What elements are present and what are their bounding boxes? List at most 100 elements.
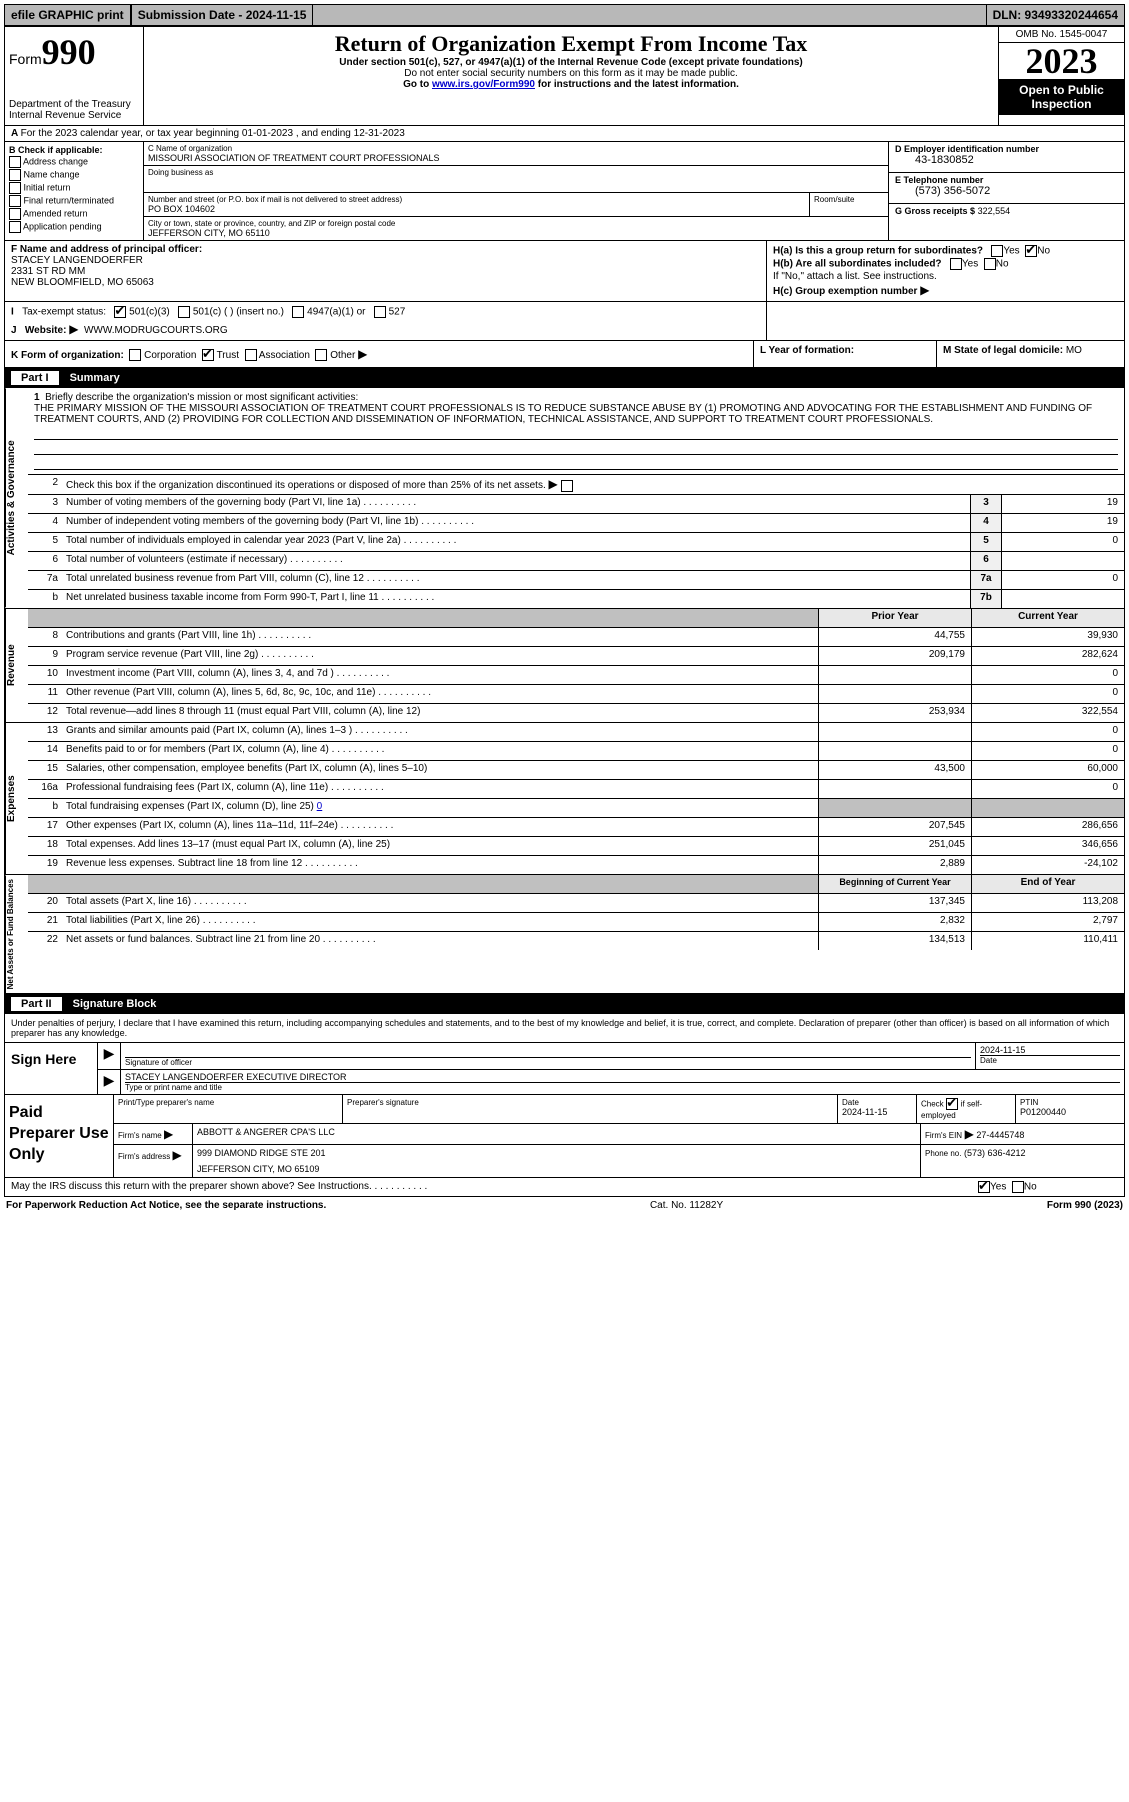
- form-of-org-block: K Form of organization: Corporation Trus…: [4, 341, 1125, 368]
- signature-line[interactable]: [125, 1045, 971, 1058]
- perjury-text: Under penalties of perjury, I declare th…: [4, 1014, 1125, 1043]
- hb-note: If "No," attach a list. See instructions…: [773, 271, 1118, 282]
- hc-label: H(c) Group exemption number: [773, 286, 917, 297]
- discuss-row: May the IRS discuss this return with the…: [4, 1178, 1125, 1197]
- discuss-no-check[interactable]: [1012, 1181, 1024, 1193]
- line3-val: 19: [1001, 495, 1124, 513]
- city-value: JEFFERSON CITY, MO 65110: [148, 228, 884, 238]
- line20-desc: Total assets (Part X, line 16): [62, 894, 818, 912]
- line7a-desc: Total unrelated business revenue from Pa…: [62, 571, 970, 589]
- gross-receipts-label: G Gross receipts $: [895, 206, 975, 216]
- sign-here-label: Sign Here: [5, 1043, 98, 1094]
- line21-curr: 2,797: [971, 913, 1124, 931]
- line6-desc: Total number of volunteers (estimate if …: [62, 552, 970, 570]
- ha-yes-check[interactable]: [991, 245, 1003, 257]
- k-trust-check[interactable]: [202, 349, 214, 361]
- website-value: WWW.MODRUGCOURTS.ORG: [84, 325, 228, 336]
- line8-curr: 39,930: [971, 628, 1124, 646]
- sign-arrow-1-icon: ▶: [98, 1043, 121, 1069]
- 4947-check[interactable]: [292, 306, 304, 318]
- irs-link[interactable]: www.irs.gov/Form990: [432, 79, 535, 90]
- line2-check[interactable]: [561, 480, 573, 492]
- line11-prior: [818, 685, 971, 703]
- line5-val: 0: [1001, 533, 1124, 551]
- ha-no-check[interactable]: [1025, 245, 1037, 257]
- line16a-curr: 0: [971, 780, 1124, 798]
- topbar-spacer: [313, 4, 985, 26]
- line13-desc: Grants and similar amounts paid (Part IX…: [62, 723, 818, 741]
- expenses-section: Expenses 13Grants and similar amounts pa…: [4, 723, 1125, 875]
- line7b-desc: Net unrelated business taxable income fr…: [62, 590, 970, 608]
- firm-name: ABBOTT & ANGERER CPA'S LLC: [193, 1124, 921, 1144]
- line16a-prior: [818, 780, 971, 798]
- line11-curr: 0: [971, 685, 1124, 703]
- line12-desc: Total revenue—add lines 8 through 11 (mu…: [62, 704, 818, 722]
- mission-rule-3: [34, 457, 1118, 470]
- dept-treasury: Department of the Treasury: [9, 99, 139, 110]
- line21-prior: 2,832: [818, 913, 971, 931]
- netassets-section: Net Assets or Fund Balances Beginning of…: [4, 875, 1125, 994]
- row-a-period: A For the 2023 calendar year, or tax yea…: [4, 126, 1125, 142]
- check-initial-return[interactable]: [9, 182, 21, 194]
- part1-num: Part I: [11, 371, 59, 385]
- line2-desc: Check this box if the organization disco…: [66, 480, 546, 491]
- line18-curr: 346,656: [971, 837, 1124, 855]
- tax-exempt-block: I Tax-exempt status: 501(c)(3) 501(c) ( …: [4, 302, 1125, 341]
- check-application-pending[interactable]: [9, 221, 21, 233]
- form-prefix: Form: [9, 51, 42, 67]
- line15-desc: Salaries, other compensation, employee b…: [62, 761, 818, 779]
- ha-label: H(a) Is this a group return for subordin…: [773, 246, 983, 257]
- box-i-label: Tax-exempt status:: [22, 307, 106, 318]
- room-suite-label: Room/suite: [810, 193, 888, 216]
- vtab-netassets: Net Assets or Fund Balances: [5, 875, 28, 993]
- efile-label[interactable]: efile GRAPHIC print: [4, 4, 131, 26]
- addr-arrow-icon: ▶: [172, 1148, 181, 1162]
- k-corp-check[interactable]: [129, 349, 141, 361]
- open-public-2: Inspection: [1031, 97, 1091, 111]
- 501c-check[interactable]: [178, 306, 190, 318]
- box-h: H(a) Is this a group return for subordin…: [767, 241, 1124, 301]
- form-title: Return of Organization Exempt From Incom…: [148, 31, 994, 57]
- submission-date: Submission Date - 2024-11-15: [131, 4, 314, 26]
- 501c3-check[interactable]: [114, 306, 126, 318]
- ptin-value: P01200440: [1020, 1107, 1066, 1117]
- street-value: PO BOX 104602: [148, 204, 805, 214]
- part2-num: Part II: [11, 997, 62, 1011]
- entity-block: B Check if applicable: Address change Na…: [4, 142, 1125, 241]
- check-address-change[interactable]: [9, 156, 21, 168]
- dba-label: Doing business as: [148, 168, 884, 177]
- line6-val: [1001, 552, 1124, 570]
- prep-name-label: Print/Type preparer's name: [118, 1098, 338, 1107]
- ein-label: D Employer identification number: [895, 144, 1118, 154]
- line16b-desc: Total fundraising expenses (Part IX, col…: [66, 801, 317, 812]
- 527-check[interactable]: [374, 306, 386, 318]
- box-de: D Employer identification number 43-1830…: [889, 142, 1124, 240]
- phone-label-e: E Telephone number: [895, 175, 1118, 185]
- k-other-check[interactable]: [315, 349, 327, 361]
- hc-arrow-icon: ▶: [920, 283, 929, 297]
- firm-phone: (573) 636-4212: [964, 1148, 1026, 1158]
- box-b: B Check if applicable: Address change Na…: [5, 142, 144, 240]
- hb-no-check[interactable]: [984, 258, 996, 270]
- hb-yes-check[interactable]: [950, 258, 962, 270]
- part2-title: Signature Block: [73, 998, 157, 1010]
- k-assoc-check[interactable]: [245, 349, 257, 361]
- self-employed-check[interactable]: [946, 1098, 958, 1110]
- line16b-link[interactable]: 0: [317, 801, 323, 812]
- signature-label: Signature of officer: [125, 1058, 971, 1067]
- line13-curr: 0: [971, 723, 1124, 741]
- box-l-label: L Year of formation:: [760, 345, 854, 356]
- prep-date-value: 2024-11-15: [842, 1107, 887, 1117]
- footer-form: Form 990 (2023): [1047, 1200, 1123, 1211]
- discuss-yes-check[interactable]: [978, 1181, 990, 1193]
- officer-name: STACEY LANGENDOERFER: [11, 255, 760, 266]
- line18-prior: 251,045: [818, 837, 971, 855]
- org-name: MISSOURI ASSOCIATION OF TREATMENT COURT …: [148, 153, 884, 163]
- check-amended[interactable]: [9, 208, 21, 220]
- check-final-return[interactable]: [9, 195, 21, 207]
- line22-prior: 134,513: [818, 932, 971, 950]
- line15-curr: 60,000: [971, 761, 1124, 779]
- check-name-change[interactable]: [9, 169, 21, 181]
- line17-prior: 207,545: [818, 818, 971, 836]
- officer-addr1: 2331 ST RD MM: [11, 266, 760, 277]
